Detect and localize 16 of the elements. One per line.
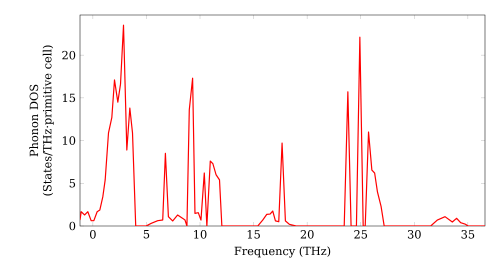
x-tick-label: 25: [354, 230, 368, 239]
y-axis-title: Phonon DOS (States/THz·primitive cell): [29, 45, 54, 196]
x-tick-label: 20: [300, 230, 314, 239]
x-tick-label: 10: [194, 230, 206, 239]
x-tick-label: 35: [462, 230, 474, 239]
x-tick-label: 5: [144, 230, 150, 238]
y-tick-label: 5: [70, 179, 76, 188]
x-axis-title: Frequency (THz): [234, 246, 330, 258]
x-tick-label: 30: [408, 230, 421, 239]
y-tick-label: 15: [62, 94, 76, 102]
line-series: [80, 24, 485, 226]
y-tick-label: 10: [62, 136, 76, 145]
x-tick-label: 15: [248, 230, 260, 239]
x-tick-label: 0: [90, 230, 96, 239]
y-tick-label: 0: [70, 222, 76, 230]
y-tick-label: 20: [62, 50, 76, 60]
